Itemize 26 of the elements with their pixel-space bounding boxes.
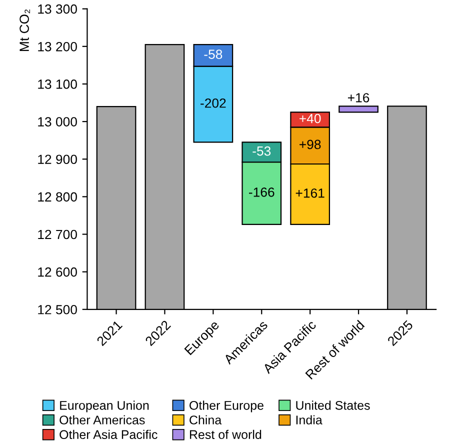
data-label: -202 [200,98,226,108]
data-label: -53 [252,146,271,156]
data-label: +16 [348,93,370,102]
legend-label: European Union [60,400,149,412]
y-tick-label: 13 300 [38,4,77,14]
legend-label: Other Europe [190,400,264,412]
data-label: +40 [300,114,321,124]
y-tick-label: 12 500 [38,304,77,314]
legend-label: India [296,415,322,424]
legend-label: China [190,415,222,424]
y-tick-label: 12 800 [38,192,77,202]
data-label: -166 [249,188,274,197]
legend-label: United States [296,400,370,410]
legend-label: Rest of world [190,430,262,440]
y-tick-label: 12 700 [38,230,77,240]
legend-label: Other Asia Pacific [60,430,158,440]
y-tick-label: 12 900 [38,154,77,164]
data-label: -58 [204,50,222,59]
legend-label: Other Americas [60,415,145,424]
data-label: +161 [296,188,324,198]
y-tick-label: 13 200 [38,42,77,52]
data-label: +98 [300,140,321,150]
y-tick-label: 13 000 [38,117,77,126]
y-tick-label: 13 100 [38,80,77,89]
y-axis-title: Mt CO₂ [20,9,30,51]
y-tick-label: 12 600 [38,267,77,277]
